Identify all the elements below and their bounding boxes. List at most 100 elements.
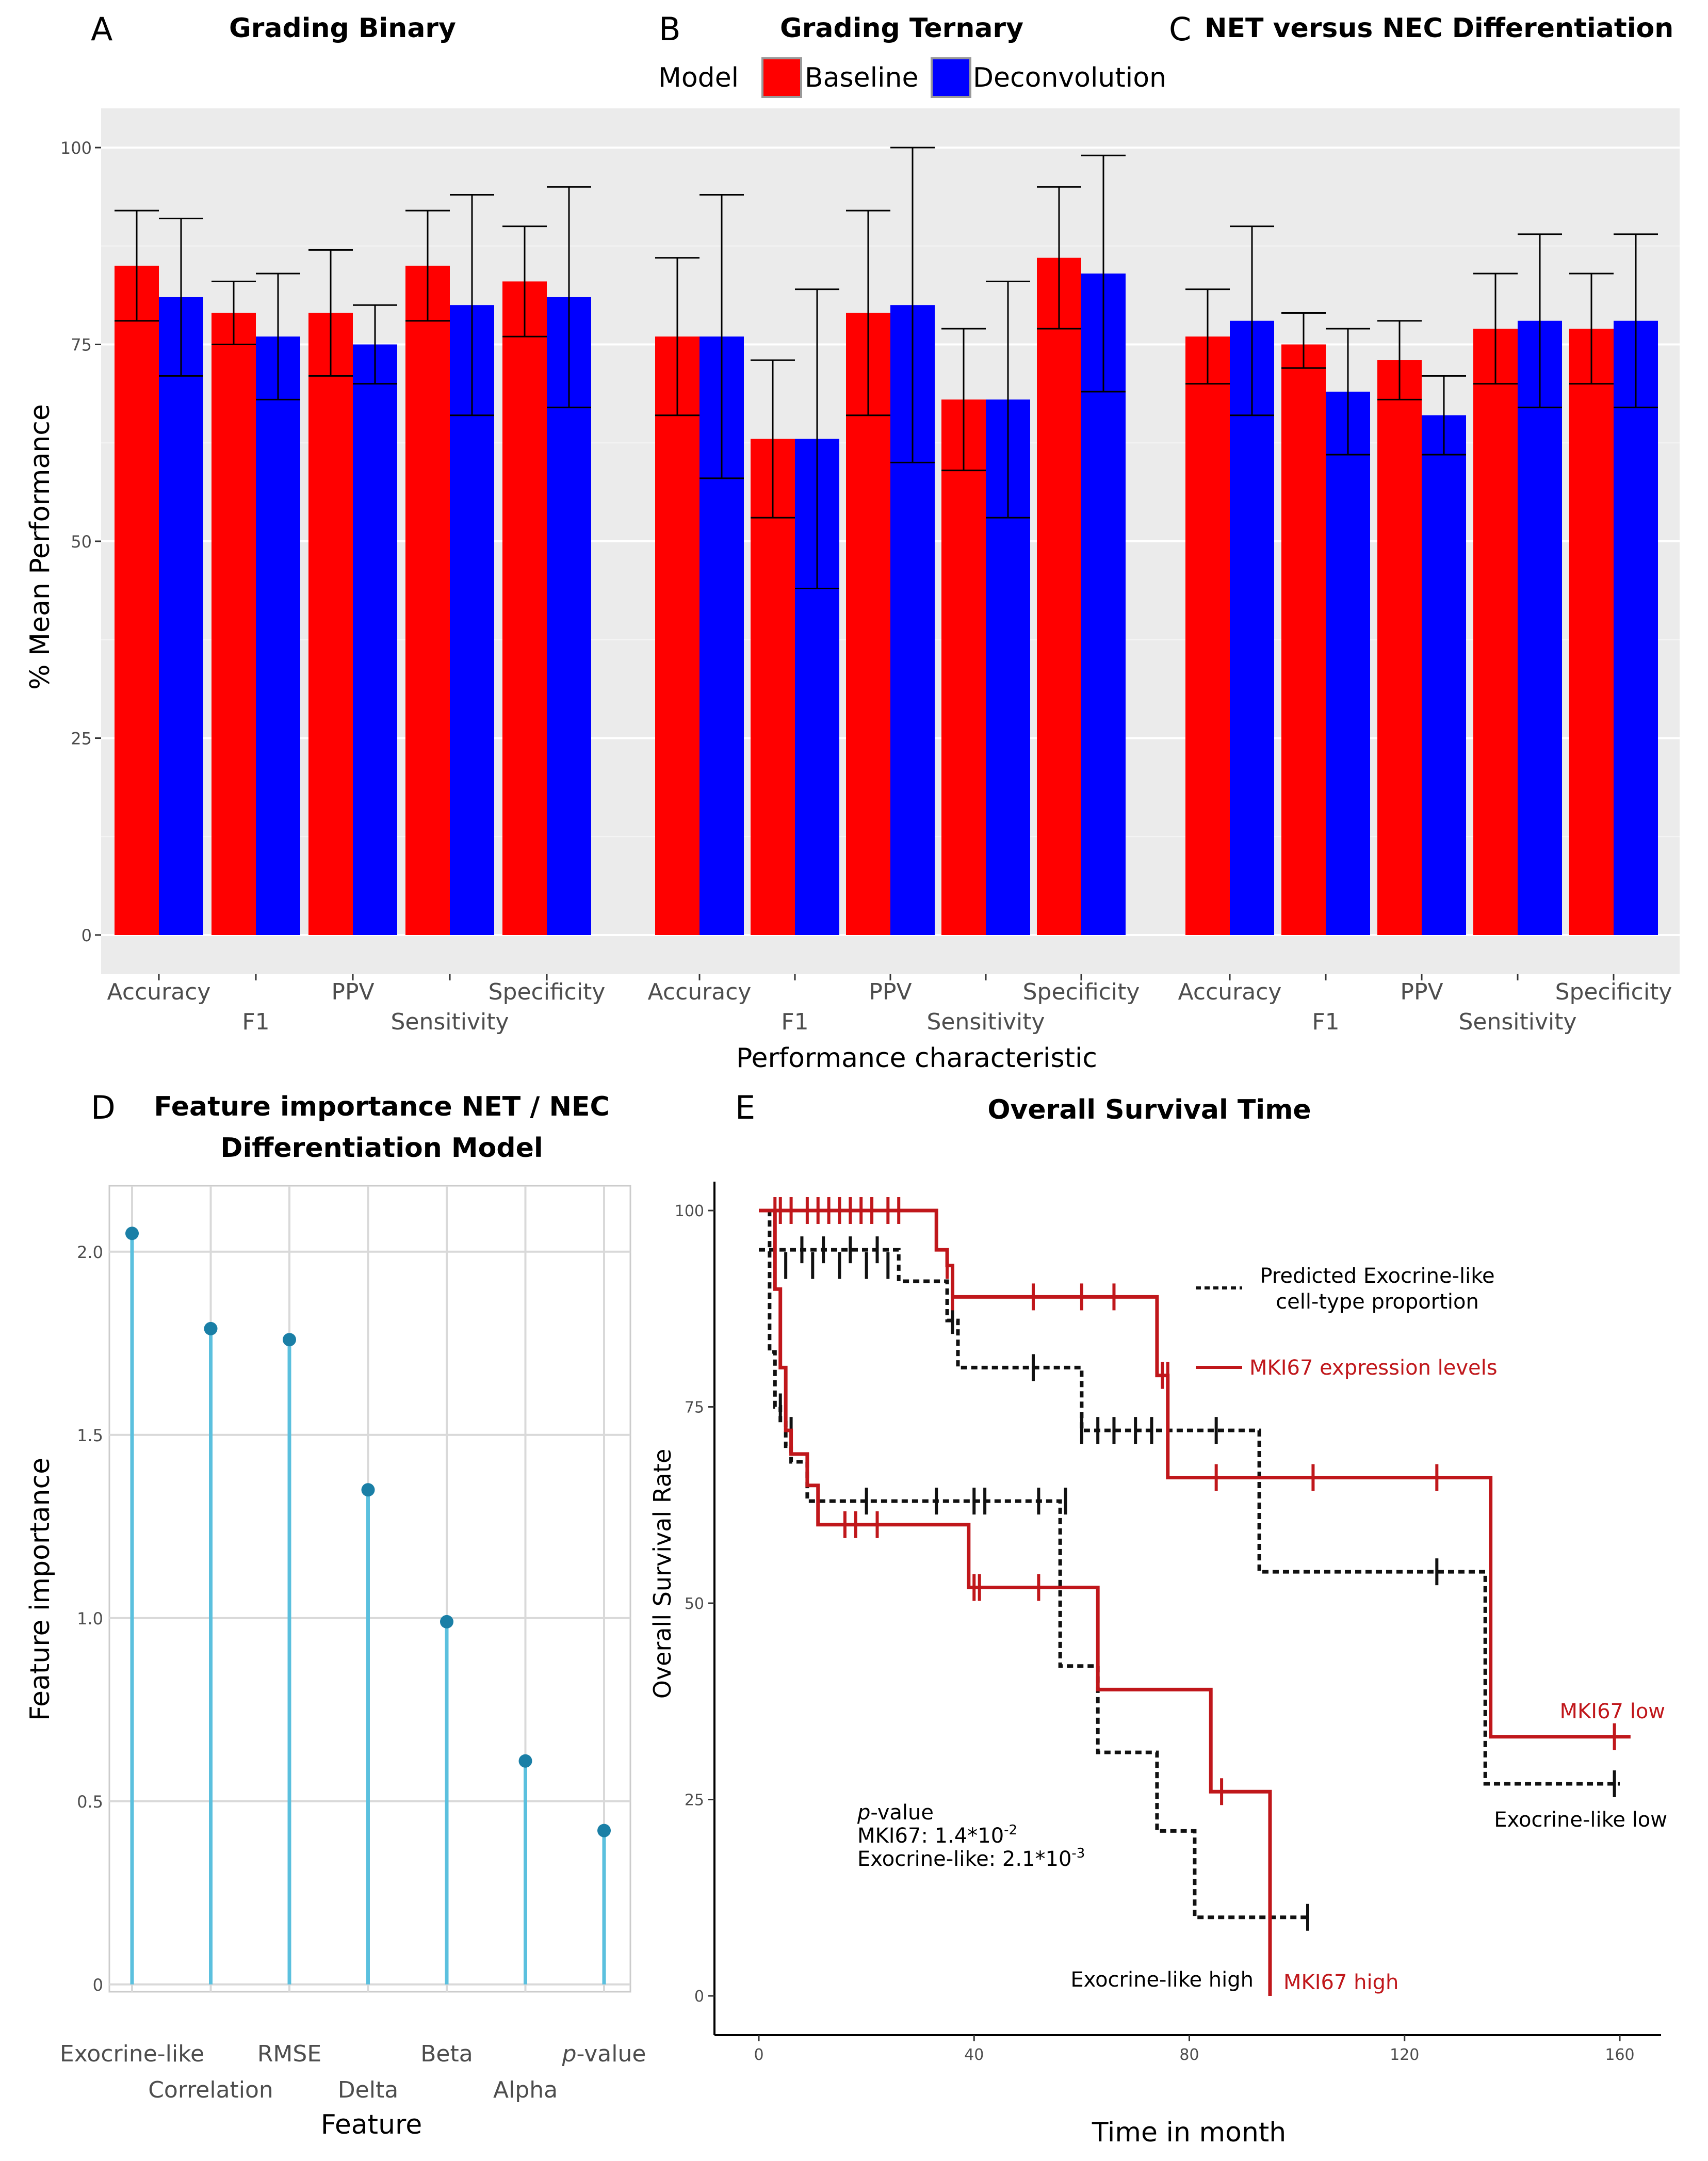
lollipop-dot: [597, 1824, 611, 1837]
pvalue-exo-text: Exocrine-like: 2.1*10: [857, 1847, 1071, 1871]
lollipop-x-tick-label: Correlation: [148, 2077, 273, 2103]
panel-title-d-line1: Feature importance NET / NEC: [154, 1091, 609, 1122]
km-x-tick-label: 160: [1605, 2046, 1634, 2064]
bar-deconvolution-ppv: [353, 344, 397, 935]
panel-title-a: Grading Binary: [229, 13, 456, 44]
bar-x-tick-label: Specificity: [1555, 979, 1672, 1005]
label-exocrine-low: Exocrine-like low: [1494, 1808, 1667, 1832]
bar-x-tick-label: Sensitivity: [391, 1009, 509, 1035]
pvalue-rest: -value: [870, 1801, 934, 1825]
lollipop-marks: [125, 1227, 611, 1985]
lollipop-x-axis-label: Feature: [321, 2109, 422, 2140]
lollipop-x-tick-italic: p: [562, 2041, 577, 2067]
bar-baseline-accuracy: [115, 265, 159, 935]
bar-x-axis-label: Performance characteristic: [736, 1043, 1097, 1074]
bar-x-tick-label: Specificity: [489, 979, 606, 1005]
bar-deconvolution-specificity: [1614, 320, 1658, 935]
lollipop-x-tick-label: Exocrine-like: [60, 2041, 204, 2067]
lollipop-dot: [440, 1615, 453, 1628]
bar-y-tick-label: 100: [60, 138, 92, 158]
pvalue-exo-exp: -3: [1071, 1846, 1085, 1861]
bar-x-tick-label: F1: [242, 1009, 269, 1035]
lollipop-x-tick-label: Delta: [338, 2077, 398, 2103]
km-y-tick-label: 50: [685, 1595, 704, 1613]
lollipop-x-tick-label: Alpha: [493, 2077, 558, 2103]
bar-axis: 0 25 50 75 100 Accuracy F1 PPV Sensitivity Specif…: [60, 138, 1672, 1035]
pvalue-mki67-exp: -2: [1004, 1823, 1017, 1838]
bar-baseline-specificity: [502, 281, 547, 936]
km-curve-mki67-high: [759, 1208, 1272, 1996]
lollipop-x-tick-label: RMSE: [257, 2041, 321, 2067]
bar-x-tick-label: F1: [781, 1009, 808, 1035]
bar-y-tick-label: 25: [71, 729, 92, 749]
legend-label-baseline: Baseline: [805, 62, 918, 93]
bar-baseline-f1: [1281, 344, 1326, 935]
km-y-axis-label: Overall Survival Rate: [648, 1449, 676, 1699]
bar-deconvolution-ppv: [1422, 415, 1466, 935]
lollipop-dot: [283, 1333, 296, 1347]
label-mki67-low: MKI67 low: [1560, 1700, 1665, 1723]
bar-x-tick-label: Sensitivity: [926, 1009, 1045, 1035]
km-curve-mki67-low: [759, 1208, 1631, 1739]
bar-baseline-sensitivity: [405, 265, 450, 935]
panel-letter-d: D: [91, 1089, 116, 1126]
bar-baseline-f1: [212, 313, 256, 936]
lollipop-x-tick-label: p-value: [562, 2041, 646, 2067]
bar-deconvolution-sensitivity: [1518, 320, 1562, 935]
lollipop-y-tick-label: 0.5: [77, 1792, 103, 1812]
bar-baseline-sensitivity: [941, 399, 986, 935]
panel-letter-e: E: [735, 1089, 755, 1126]
bar-x-tick-label: F1: [1312, 1009, 1339, 1035]
pvalue-italic: p: [857, 1801, 870, 1825]
km-curve-exocrine-like-low: [759, 1248, 1620, 1786]
label-exocrine-high: Exocrine-like high: [1070, 1968, 1254, 1992]
km-y-tick-label: 75: [685, 1399, 704, 1417]
lollipop-dot: [361, 1483, 375, 1497]
panel-title-d-line2: Differentiation Model: [220, 1133, 543, 1164]
pvalue-mki67-text: MKI67: 1.4*10: [857, 1824, 1004, 1848]
lollipop-dot: [125, 1227, 139, 1240]
bar-baseline-accuracy: [655, 336, 700, 935]
panel-title-c: NET versus NEC Differentiation: [1205, 13, 1673, 44]
bar-x-tick-label: Sensitivity: [1458, 1009, 1576, 1035]
bar-baseline-ppv: [1377, 360, 1422, 935]
panel-title-e: Overall Survival Time: [987, 1094, 1311, 1125]
km-y-tick-label: 25: [685, 1792, 704, 1810]
bar-marks: [115, 147, 1658, 936]
bar-x-tick-label: Accuracy: [648, 979, 752, 1005]
bar-x-tick-label: Accuracy: [1178, 979, 1282, 1005]
lollipop-x-tick-label: Beta: [420, 2041, 473, 2067]
bar-baseline-f1: [751, 439, 795, 935]
bar-baseline-ppv: [308, 313, 353, 936]
km-axis: 0 40 80 120 160 0 25 50 75 100: [675, 1182, 1661, 2064]
bar-baseline-specificity: [1037, 257, 1081, 935]
legend-title: Model: [658, 62, 739, 93]
lollipop-y-tick-label: 2.0: [77, 1243, 103, 1262]
km-annotations: p-value MKI67: 1.4*10-2 Exocrine-like: 2…: [857, 1700, 1667, 1994]
bar-deconvolution-accuracy: [159, 297, 203, 936]
pvalue-label: p-value: [857, 1801, 934, 1825]
bar-x-tick-label: PPV: [331, 979, 374, 1005]
km-y-tick-label: 100: [675, 1202, 704, 1220]
panel-letter-c: C: [1169, 10, 1191, 48]
panel-letter-a: A: [91, 10, 112, 48]
km-curve-exocrine-like-high: [759, 1208, 1308, 1920]
legend-key-baseline: [761, 57, 802, 98]
bar-y-tick-label: 50: [71, 532, 92, 552]
bar-deconvolution-f1: [256, 336, 300, 935]
pvalue-exocrine: Exocrine-like: 2.1*10-3: [857, 1846, 1085, 1871]
lollipop-y-tick-label: 0: [93, 1975, 103, 1995]
km-x-tick-label: 120: [1390, 2046, 1419, 2064]
bar-y-tick-label: 0: [82, 926, 92, 945]
km-x-axis-label: Time in month: [1092, 2117, 1287, 2148]
lollipop-y-tick-label: 1.5: [77, 1426, 103, 1445]
lollipop-x-tick-rest: -value: [577, 2041, 646, 2067]
km-y-tick-label: 0: [694, 1988, 704, 2006]
km-legend-dashed-label-1: Predicted Exocrine-like: [1260, 1264, 1494, 1288]
bar-deconvolution-accuracy: [1230, 320, 1274, 935]
lollipop-dot: [204, 1321, 218, 1335]
legend-label-deconvolution: Deconvolution: [973, 62, 1166, 93]
bar-x-tick-label: Specificity: [1023, 979, 1140, 1005]
km-x-tick-label: 80: [1179, 2046, 1199, 2064]
